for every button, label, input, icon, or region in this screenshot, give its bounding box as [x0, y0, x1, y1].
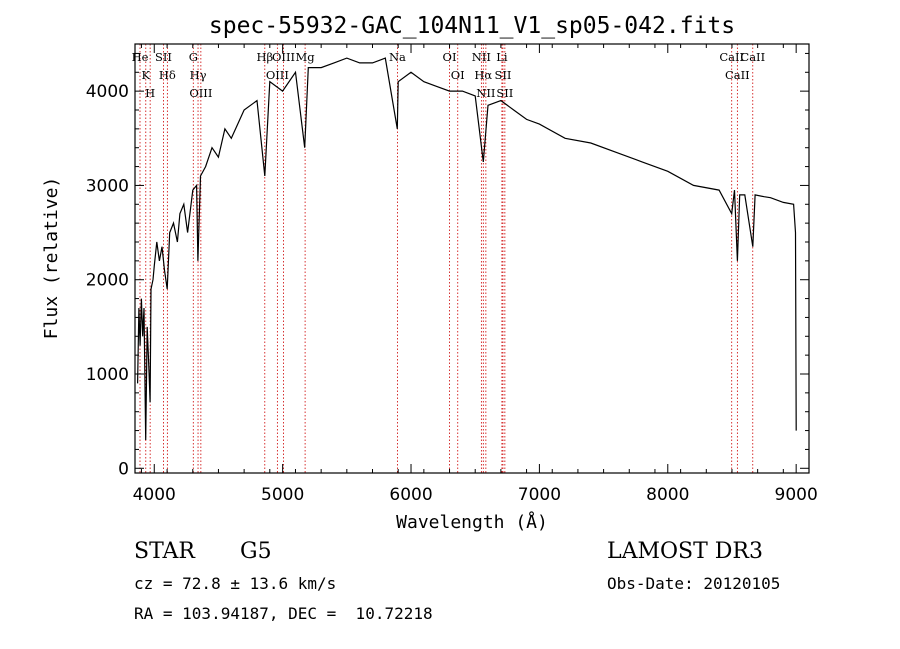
line-marker-label: K [141, 68, 150, 82]
x-tick-label: 6000 [389, 485, 432, 505]
survey-name: LAMOST DR3 [607, 539, 763, 564]
x-tick-label: 9000 [775, 485, 818, 505]
y-axis-label: Flux (relative) [41, 177, 62, 340]
line-marker-label: OIII [272, 50, 295, 64]
line-marker-label: CaII [725, 68, 750, 82]
line-markers [139, 44, 754, 473]
chart-title: spec-55932-GAC_104N11_V1_sp05-042.fits [209, 13, 735, 39]
y-tick-label: 3000 [86, 176, 129, 196]
line-marker-label: Hα [474, 68, 492, 82]
line-marker-label: Hδ [159, 68, 176, 82]
x-tick-label: 4000 [133, 485, 176, 505]
line-marker-label: SII [496, 86, 513, 100]
line-marker-label: SII [494, 68, 511, 82]
line-marker-label: OIII [189, 86, 212, 100]
line-marker-label: CaII [719, 50, 744, 64]
line-marker-label: Na [389, 50, 406, 64]
x-tick-label: 7000 [518, 485, 561, 505]
object-class: STAR [134, 539, 195, 564]
y-tick-label: 1000 [86, 365, 129, 385]
line-marker-label: H [145, 86, 155, 100]
observation-date: Obs-Date: 20120105 [607, 574, 781, 593]
line-marker-label: Hβ [256, 50, 273, 64]
line-marker-label: NII [476, 86, 495, 100]
line-marker-label: NII [472, 50, 491, 64]
sky-coordinates: RA = 103.94187, DEC = 10.72218 [134, 604, 433, 623]
y-tick-label: 2000 [86, 271, 129, 291]
redshift-cz: cz = 72.8 ± 13.6 km/s [134, 574, 337, 593]
line-marker-label: OIII [266, 68, 289, 82]
line-marker-label: OI [451, 68, 465, 82]
y-axis-ticks: 0 1000 2000 3000 4000 [86, 52, 809, 479]
line-marker-label: SII [155, 50, 172, 64]
x-axis-ticks: 4000 5000 6000 7000 8000 9000 [133, 44, 818, 505]
x-tick-label: 5000 [261, 485, 304, 505]
plot-frame [134, 43, 810, 474]
line-marker-label: Hγ [190, 68, 207, 82]
line-marker-label: Li [496, 50, 508, 64]
line-marker-label: Mg [296, 50, 316, 64]
line-marker-label: He [132, 50, 149, 64]
spectrum-line [137, 57, 797, 441]
x-axis-label: Wavelength (Å) [396, 511, 548, 533]
object-subclass: G5 [240, 539, 272, 564]
line-marker-label: OI [443, 50, 457, 64]
y-tick-label: 4000 [86, 82, 129, 102]
line-marker-label: G [189, 50, 198, 64]
y-tick-label: 0 [118, 459, 129, 479]
x-tick-label: 8000 [646, 485, 689, 505]
line-marker-label: CaII [740, 50, 765, 64]
